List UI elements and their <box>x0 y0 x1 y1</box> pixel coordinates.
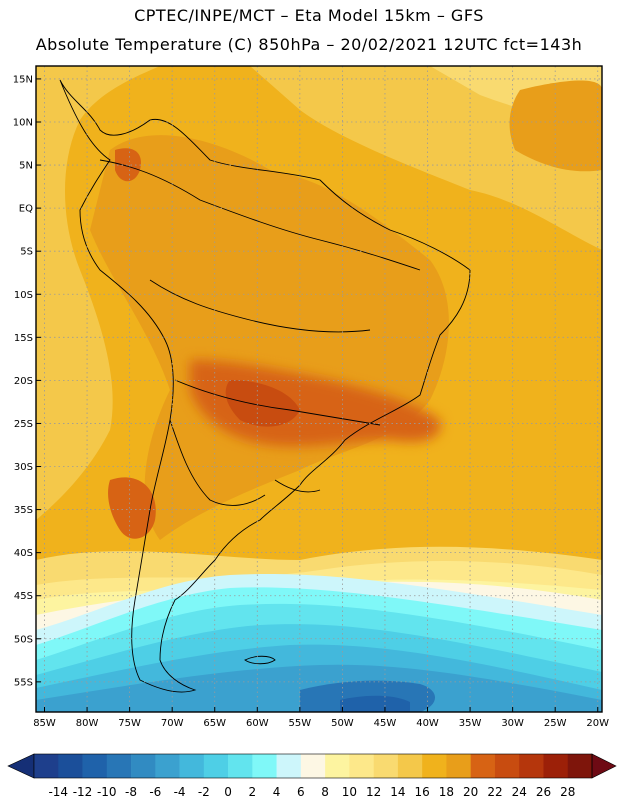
lat-tick-label: 45S <box>14 591 33 602</box>
legend-swatch <box>252 754 277 778</box>
border-argentina <box>169 419 266 506</box>
legend-label: 4 <box>273 785 281 799</box>
legend-swatch <box>446 754 471 778</box>
lat-tick-label: 25S <box>14 419 33 430</box>
legend-label: -14 <box>48 785 68 799</box>
legend-label: 8 <box>321 785 329 799</box>
lat-tick-label: 10S <box>14 290 33 301</box>
lon-tick-label: 20W <box>586 718 609 729</box>
legend-label: 12 <box>366 785 381 799</box>
lon-tick-label: 25W <box>544 718 567 729</box>
legend-border <box>33 753 593 779</box>
coastline-layer <box>59 79 471 693</box>
lat-tick-label: 35S <box>14 505 33 516</box>
lon-tick-label: 70W <box>161 718 184 729</box>
legend-swatch <box>131 754 156 778</box>
legend-label: -4 <box>174 785 186 799</box>
lat-tick-label: EQ <box>19 204 33 215</box>
falklands-outline <box>244 655 276 665</box>
legend-label: -8 <box>125 785 137 799</box>
lon-tick-label: 50W <box>331 718 354 729</box>
field-pacific <box>36 66 160 520</box>
lat-tick-label: 20S <box>14 376 33 387</box>
legend-label: 6 <box>297 785 305 799</box>
legend-label: -6 <box>149 785 161 799</box>
temperature-field <box>36 66 602 712</box>
legend-label: -10 <box>97 785 117 799</box>
band-neg10 <box>340 695 410 712</box>
lat-tick-label: 30S <box>14 462 33 473</box>
legend-swatch <box>300 754 326 778</box>
south-america-outline <box>59 79 471 693</box>
lon-tick-label: 45W <box>374 718 397 729</box>
legend-swatch <box>203 754 229 778</box>
field-hottest <box>225 380 300 427</box>
legend-swatch <box>349 754 374 778</box>
lon-tick-label: 35W <box>459 718 482 729</box>
lon-tick-label: 80W <box>76 718 99 729</box>
legend-label: 14 <box>390 785 405 799</box>
longitude-axis: 85W 80W 75W 70W 65W 60W 55W 50W 45W 40W 35W 30W 25W 2… <box>33 707 609 729</box>
lat-tick-label: 40S <box>14 548 33 559</box>
lat-tick-label: 15S <box>14 333 33 344</box>
legend-under-triangle <box>7 753 35 779</box>
legend-label: 16 <box>415 785 430 799</box>
lat-tick-label: 10N <box>13 117 33 128</box>
legend-swatch <box>397 754 423 778</box>
lat-tick-label: 5S <box>20 247 33 258</box>
map-frame <box>35 65 603 713</box>
lat-tick-label: 55S <box>14 677 33 688</box>
chart-title-line1: CPTEC/INPE/MCT – Eta Model 15km – GFS <box>134 6 484 25</box>
legend-swatch <box>58 754 83 778</box>
lon-tick-label: 65W <box>203 718 226 729</box>
legend-label: 10 <box>342 785 357 799</box>
legend-swatch <box>276 754 302 778</box>
legend-swatch <box>325 754 350 778</box>
legend-swatch <box>155 754 180 778</box>
lon-tick-label: 55W <box>289 718 312 729</box>
legend-label: 22 <box>487 785 502 799</box>
legend-over-triangle <box>591 753 617 779</box>
legend-label: 0 <box>224 785 232 799</box>
legend-swatch <box>567 754 593 778</box>
legend-swatch <box>373 754 399 778</box>
legend-swatch <box>228 754 253 778</box>
lon-tick-label: 75W <box>118 718 141 729</box>
lon-tick-label: 85W <box>33 718 56 729</box>
legend-swatch <box>543 754 569 778</box>
legend-swatch <box>179 754 205 778</box>
legend-swatch <box>494 754 520 778</box>
field-argentina-warm <box>108 477 156 539</box>
legend-label: -12 <box>73 785 93 799</box>
legend-label: 18 <box>439 785 454 799</box>
legend-swatch <box>82 754 108 778</box>
border-paraguay <box>174 379 381 426</box>
legend-label: 26 <box>536 785 551 799</box>
field-venezuela-warm <box>115 148 141 182</box>
lat-tick-label: 5N <box>19 161 33 172</box>
lat-tick-label: 15N <box>13 74 33 85</box>
border-bolivia-brazil <box>149 279 371 333</box>
legend-swatch <box>106 754 132 778</box>
legend-label: 28 <box>560 785 575 799</box>
chart-title-line2: Absolute Temperature (C) 850hPa – 20/02/… <box>35 35 583 54</box>
lon-tick-label: 60W <box>246 718 269 729</box>
legend-label: -2 <box>198 785 210 799</box>
border-uruguay <box>274 479 321 493</box>
legend-label: 24 <box>512 785 527 799</box>
color-legend: -14 -12 -10 -8 -6 -4 -2 0 2 4 6 8 10 12 14 16 18 20 22 24 26… <box>7 753 617 799</box>
legend-label: 20 <box>463 785 478 799</box>
legend-swatch <box>470 754 496 778</box>
border-north <box>99 159 421 271</box>
latitude-axis: 15N 10N 5N EQ 5S 10S 15S 20S 25S 30S 35S 40S 45S 50S 5… <box>13 74 41 688</box>
legend-swatch <box>34 754 59 778</box>
field-ne-warm <box>509 80 602 172</box>
lon-tick-label: 40W <box>416 718 439 729</box>
legend-label: 2 <box>249 785 257 799</box>
legend-swatch <box>422 754 447 778</box>
lat-tick-label: 50S <box>14 634 33 645</box>
lon-tick-label: 30W <box>501 718 524 729</box>
legend-swatch <box>519 754 544 778</box>
